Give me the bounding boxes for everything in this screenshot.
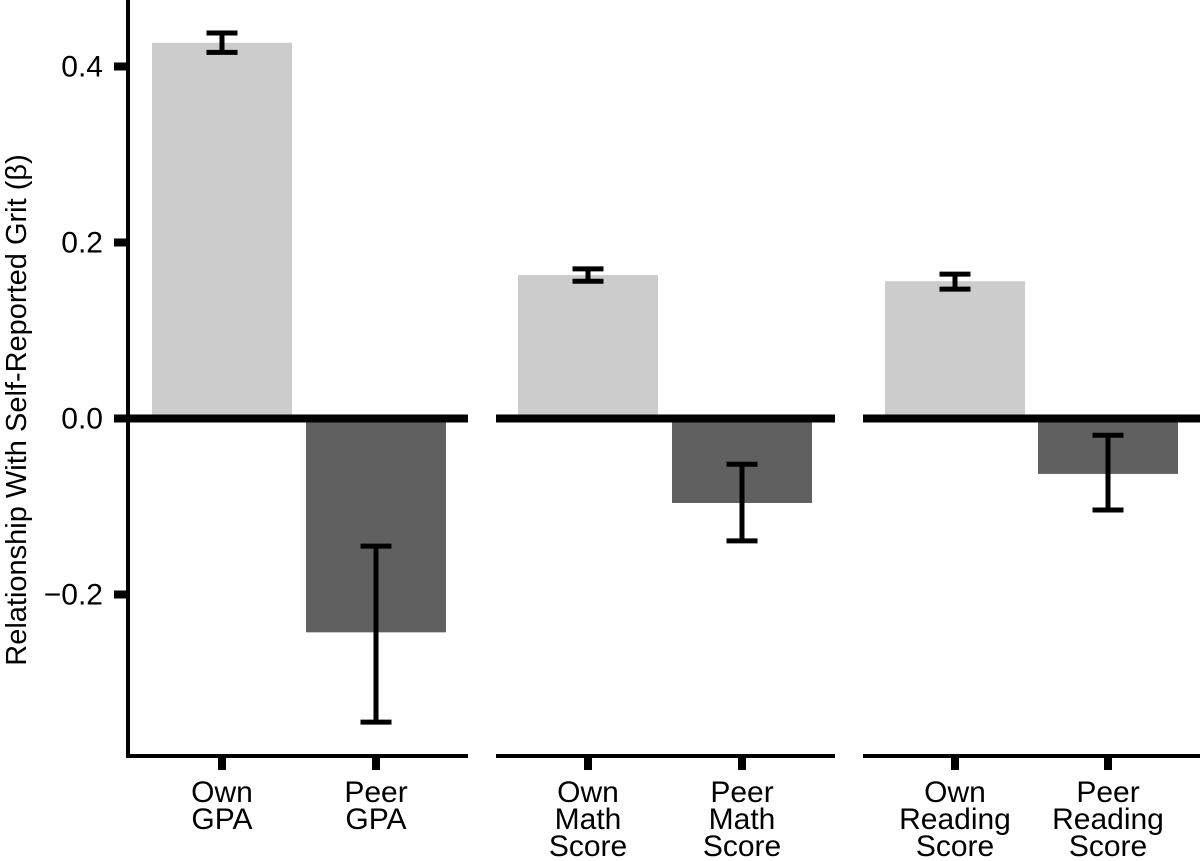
error-bars-layer xyxy=(206,30,1124,725)
bar-own-gpa xyxy=(152,42,292,419)
y-tick xyxy=(114,590,130,599)
x-axis-line xyxy=(863,754,1200,758)
zero-line xyxy=(496,414,835,423)
x-tick-label-own-gpa: Own xyxy=(191,776,253,809)
y-tick xyxy=(114,414,130,423)
x-tick xyxy=(584,756,592,770)
x-tick-label-own-math-score: Score xyxy=(549,830,627,861)
y-tick-label: 0.0 xyxy=(61,403,103,436)
y-axis-line xyxy=(126,0,130,758)
x-tick-label-peer-math-score: Peer xyxy=(710,776,773,809)
bars-layer xyxy=(152,42,1178,633)
zero-line xyxy=(863,414,1200,423)
x-tick-label-own-math-score: Math xyxy=(555,803,622,836)
x-tick-label-own-gpa: GPA xyxy=(191,803,252,836)
x-tick-label-own-reading-score: Score xyxy=(916,830,994,861)
y-tick xyxy=(114,238,130,247)
x-tick xyxy=(738,756,746,770)
x-tick-label-own-reading-score: Reading xyxy=(899,803,1011,836)
x-tick xyxy=(1104,756,1112,770)
x-tick xyxy=(951,756,959,770)
labels-layer: OwnGPAPeerGPAOwnMathScorePeerMathScoreOw… xyxy=(44,51,1164,861)
y-tick-label: 0.4 xyxy=(61,51,103,84)
y-tick-label: 0.2 xyxy=(61,227,103,260)
bar-own-reading-score xyxy=(885,281,1025,419)
x-tick-label-peer-reading-score: Peer xyxy=(1076,776,1139,809)
bar-own-math-score xyxy=(518,275,658,419)
x-tick-label-peer-math-score: Score xyxy=(703,830,781,861)
x-tick xyxy=(372,756,380,770)
axes-layer xyxy=(114,0,1200,770)
x-axis-line xyxy=(496,754,835,758)
x-tick-label-peer-gpa: Peer xyxy=(344,776,407,809)
x-tick-label-peer-math-score: Math xyxy=(709,803,776,836)
x-tick-label-own-math-score: Own xyxy=(557,776,619,809)
x-axis-line xyxy=(126,754,468,758)
x-tick-label-peer-gpa: GPA xyxy=(345,803,406,836)
x-tick-label-peer-reading-score: Reading xyxy=(1052,803,1164,836)
x-tick xyxy=(218,756,226,770)
zero-line xyxy=(126,414,468,423)
y-tick xyxy=(114,62,130,71)
y-tick-label: −0.2 xyxy=(44,579,103,612)
y-axis-title: Relationship With Self-Reported Grit (β) xyxy=(1,154,33,665)
x-tick-label-peer-reading-score: Score xyxy=(1069,830,1147,861)
x-tick-label-own-reading-score: Own xyxy=(924,776,986,809)
